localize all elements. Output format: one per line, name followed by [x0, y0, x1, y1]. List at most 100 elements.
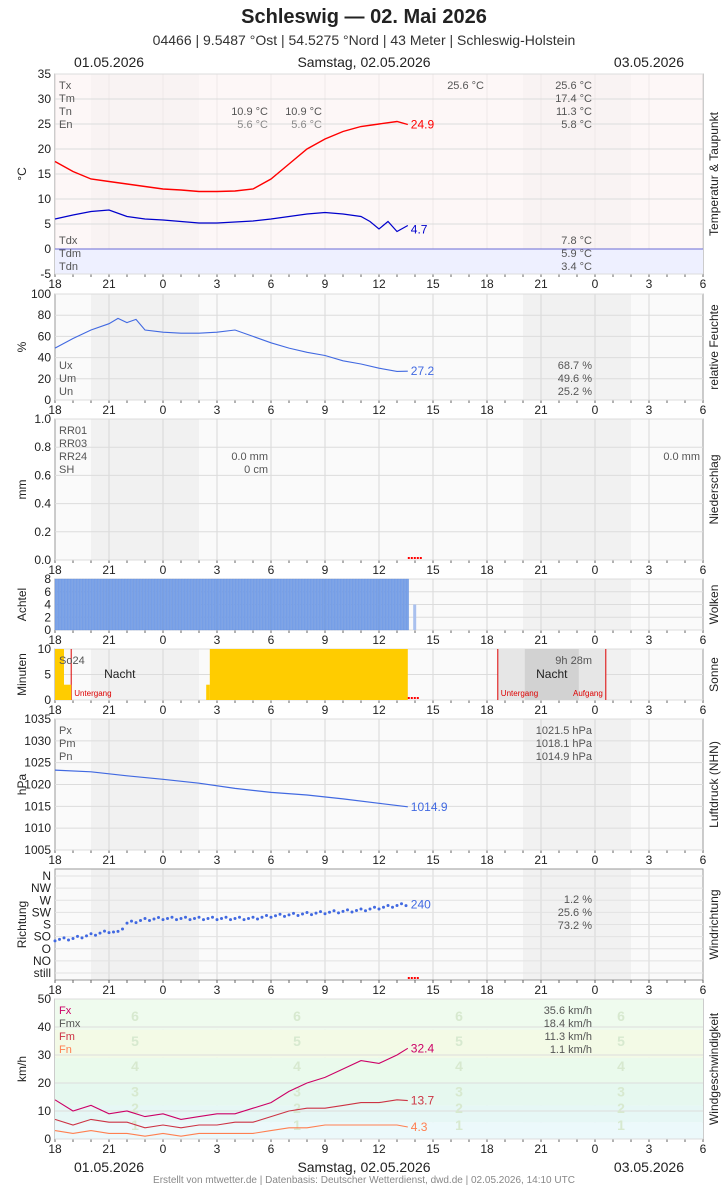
beaufort-label: 3 [293, 1083, 301, 1099]
sunrise-label: Aufgang [573, 689, 603, 698]
cloud-bar [144, 578, 148, 631]
cloud-bar [126, 578, 130, 631]
cloud-bar [378, 578, 382, 631]
legend-entry: SH [59, 464, 74, 476]
x-tick-label: 3 [214, 853, 221, 867]
cloud-bar [57, 578, 61, 631]
y-tick-label: NO [33, 954, 51, 968]
y-tick-label: 10 [38, 192, 52, 206]
cloud-bar [150, 578, 154, 631]
x-tick-label: 6 [700, 563, 707, 577]
x-tick-label: 0 [592, 703, 599, 717]
data-missing-marker [416, 697, 419, 699]
x-tick-label: 15 [426, 703, 440, 717]
cloud-bar [222, 578, 226, 631]
sunshine-bar [55, 649, 64, 700]
x-tick-label: 9 [322, 563, 329, 577]
x-tick-label: 6 [268, 277, 275, 291]
legend-entry: Un [59, 386, 73, 398]
cloud-bar [168, 578, 172, 631]
beaufort-label: 6 [617, 1008, 625, 1024]
direction-point [377, 907, 381, 911]
beaufort-band [55, 1057, 703, 1083]
direction-point [373, 905, 376, 909]
y-tick-label: 20 [38, 372, 52, 386]
cloud-bar [162, 578, 166, 631]
x-tick-label: 0 [160, 563, 167, 577]
panel-precipitation: 18 21 0 3 6 9 12 15 18 21 0 3 6 Niederschlag mm 1.0 0.8 0… [15, 412, 721, 577]
stat-right: 73.2 % [558, 920, 592, 932]
cloud-bar [93, 578, 97, 631]
direction-point [305, 911, 309, 915]
cloud-bar [201, 578, 205, 631]
y-tick-label: 40 [38, 351, 52, 365]
cloud-bar [399, 578, 403, 631]
cloud-bar [141, 578, 145, 631]
stat-rr24: 0.0 mm [231, 451, 268, 463]
cloud-bar [255, 578, 259, 631]
cloud-bar [198, 578, 202, 631]
y-tick-label: 1020 [24, 778, 51, 792]
cloud-bar [270, 578, 274, 631]
direction-point [224, 915, 228, 919]
cloud-bar [108, 578, 112, 631]
y-tick-label: 20 [38, 1076, 52, 1090]
direction-point [206, 916, 210, 920]
cloud-bar [102, 578, 106, 631]
legend-entry: Tm [59, 93, 75, 105]
cloud-bar [54, 578, 58, 631]
direction-point [364, 909, 367, 913]
direction-point [125, 921, 129, 925]
y-tick-label: 2 [44, 610, 51, 624]
stat-tn-2: 10.9 °C [285, 106, 322, 118]
direction-point [175, 918, 178, 922]
beaufort-label: 5 [455, 1033, 463, 1049]
beaufort-label: 4 [131, 1058, 139, 1074]
cloud-bar [105, 578, 109, 631]
page-title: Schleswig — 02. Mai 2026 [241, 6, 487, 28]
date-left: 01.05.2026 [74, 54, 145, 70]
stat-right: 11.3 km/h [545, 1031, 593, 1043]
cloud-bar [315, 578, 319, 631]
current-wind-label: 4.3 [411, 1120, 428, 1134]
cloud-bar [177, 578, 181, 631]
cloud-bar [120, 578, 124, 631]
cloud-bar [234, 578, 238, 631]
direction-point [319, 910, 322, 914]
stat-right: 35.6 km/h [544, 1005, 592, 1017]
cloud-bar [189, 578, 193, 631]
direction-point [328, 910, 331, 914]
stat-right: 49.6 % [558, 373, 592, 385]
beaufort-label: 2 [131, 1100, 139, 1116]
direction-point [265, 913, 268, 917]
y-tick-label: 0.4 [34, 497, 51, 511]
stat-right: 1018.1 hPa [536, 738, 593, 750]
x-tick-label: 0 [592, 403, 599, 417]
y-tick-label: 50 [38, 992, 52, 1006]
x-tick-label: 3 [214, 563, 221, 577]
x-tick-label: 18 [480, 277, 494, 291]
x-tick-label: 0 [160, 633, 167, 647]
cloud-bar [90, 578, 94, 631]
legend-entry: Fm [59, 1031, 75, 1043]
x-tick-label: 9 [322, 703, 329, 717]
stat-rr24-tomorrow: 0.0 mm [663, 451, 700, 463]
side-label: Niederschlag [707, 454, 721, 524]
y-tick-label: 1035 [24, 712, 51, 726]
direction-point [184, 915, 187, 919]
x-tick-label: 0 [160, 703, 167, 717]
x-tick-label: 12 [372, 983, 386, 997]
beaufort-label: 1 [617, 1117, 625, 1133]
y-tick-label: W [40, 893, 52, 907]
x-tick-label: 18 [48, 563, 62, 577]
current-pressure-label: 1014.9 [411, 800, 448, 814]
x-tick-label: 21 [102, 633, 116, 647]
direction-point [220, 916, 223, 920]
x-tick-label: 21 [534, 983, 548, 997]
x-tick-label: 21 [534, 853, 548, 867]
night-band-core [524, 649, 579, 700]
x-tick-label: 6 [268, 1142, 275, 1156]
cloud-bar [354, 578, 358, 631]
side-label: Sonne [707, 657, 721, 692]
